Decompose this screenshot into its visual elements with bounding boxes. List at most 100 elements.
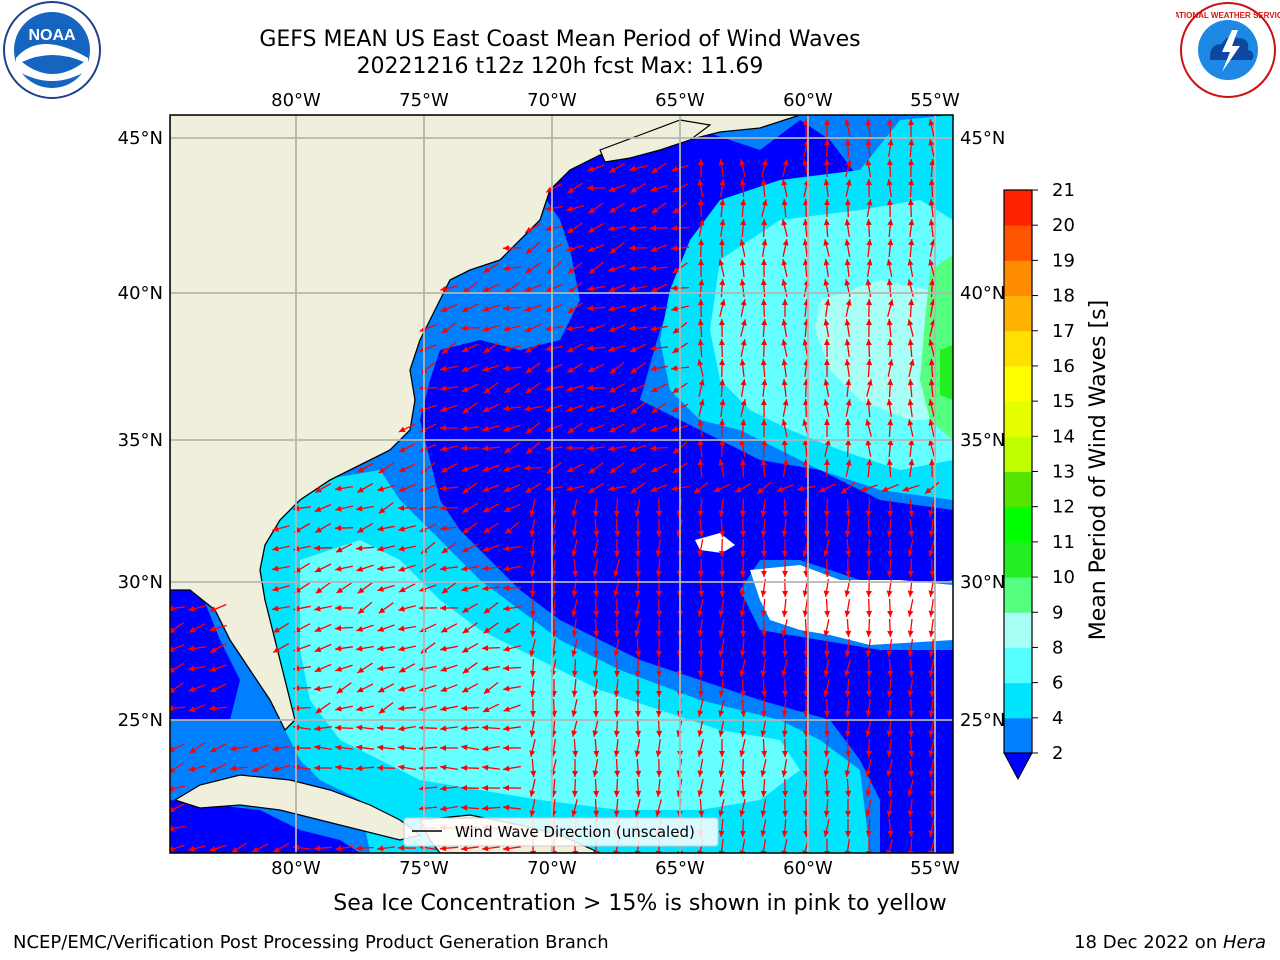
wind-wave-arrowhead — [357, 526, 364, 533]
no-data-patch — [750, 565, 953, 645]
wind-wave-arrowhead — [823, 550, 830, 557]
wind-wave-arrowhead — [650, 186, 658, 192]
wind-wave-arrowhead — [865, 750, 872, 757]
wind-wave-arrowhead — [566, 325, 573, 332]
wind-wave-arrowhead — [587, 305, 594, 312]
wind-wave-arrowhead — [634, 510, 641, 517]
wind-wave-arrowhead — [529, 630, 536, 637]
wind-wave-arrowhead — [928, 610, 935, 617]
wind-wave-arrowhead — [907, 419, 914, 426]
wind-wave-arrowhead — [865, 810, 872, 817]
wind-wave-arrowhead — [440, 365, 447, 372]
wind-wave-arrowhead — [461, 346, 469, 352]
wind-wave-arrowhead — [529, 510, 536, 517]
wind-wave-arrowhead — [718, 610, 725, 617]
wind-wave-arrowhead — [377, 764, 384, 771]
wind-wave-arrowhead — [697, 730, 704, 737]
wind-wave-arrowhead — [461, 744, 468, 751]
wind-wave-arrowhead — [314, 605, 321, 612]
wind-wave-arrowhead — [650, 365, 657, 372]
wind-wave-arrowhead — [671, 245, 678, 252]
wind-wave-arrowhead — [655, 550, 662, 557]
wind-wave-arrowhead — [781, 359, 788, 366]
wind-wave-arrowhead — [908, 459, 915, 466]
wind-wave-arrowhead — [760, 830, 767, 837]
wind-wave-arrowhead — [651, 407, 659, 414]
wind-wave-arrowhead — [377, 545, 384, 552]
wind-wave-arrowhead — [928, 399, 935, 406]
wind-wave-arrowhead — [928, 670, 935, 677]
wind-wave-arrowhead — [781, 279, 788, 286]
wind-wave-arrowhead — [739, 810, 746, 817]
wind-wave-arrowhead — [461, 565, 468, 572]
wind-wave-arrowhead — [482, 326, 490, 332]
wind-wave-arrowhead — [718, 159, 725, 166]
wind-wave-arrowhead — [907, 550, 914, 557]
wind-wave-arrowhead — [634, 590, 641, 597]
wind-wave-arrowhead — [399, 446, 406, 453]
wind-wave-arrowhead — [209, 626, 216, 632]
wind-wave-arrowhead — [865, 790, 872, 797]
wind-wave-arrowhead — [571, 590, 578, 597]
wind-wave-arrowhead — [566, 406, 574, 412]
wind-wave-arrowhead — [441, 626, 448, 633]
wind-wave-arrowhead — [571, 630, 578, 637]
wind-wave-arrowhead — [845, 510, 852, 517]
wind-wave-arrowhead — [504, 387, 511, 393]
wind-wave-arrowhead — [656, 610, 663, 617]
wind-wave-arrowhead — [866, 179, 872, 185]
wind-wave-arrowhead — [823, 510, 830, 517]
wind-wave-arrowhead — [697, 199, 704, 206]
wind-wave-arrowhead — [761, 571, 767, 577]
wind-wave-arrowhead — [609, 386, 616, 393]
wind-wave-arrowhead — [356, 626, 364, 632]
wind-wave-arrowhead — [630, 426, 637, 433]
wind-wave-arrowhead — [887, 139, 894, 146]
wind-wave-arrowhead — [272, 605, 279, 612]
wind-wave-arrowhead — [698, 399, 705, 406]
wind-wave-arrowhead — [503, 245, 510, 252]
wind-wave-arrowhead — [525, 347, 532, 353]
wind-wave-arrowhead — [886, 459, 893, 466]
wind-wave-arrowhead — [503, 706, 511, 712]
wind-wave-arrowhead — [866, 359, 873, 366]
wind-wave-arrowhead — [739, 650, 746, 657]
wind-wave-arrowhead — [630, 367, 638, 374]
wind-wave-arrowhead — [630, 187, 637, 193]
wind-wave-arrowhead — [866, 690, 873, 697]
wind-wave-arrowhead — [718, 510, 725, 517]
wind-wave-arrowhead — [907, 199, 914, 206]
sea-ice-note: Sea Ice Concentration > 15% is shown in … — [333, 891, 947, 916]
lon-label-top-65w: 65°W — [655, 90, 705, 111]
wind-wave-arrowhead — [697, 439, 704, 446]
wind-wave-arrowhead — [651, 466, 658, 473]
nws-logo: NATIONAL WEATHER SERVICE — [1176, 2, 1280, 98]
wind-wave-arrowhead — [781, 730, 788, 737]
wind-wave-arrowhead — [188, 665, 195, 672]
wind-wave-arrowhead — [503, 845, 510, 852]
wind-wave-arrowhead — [314, 845, 321, 852]
wind-wave-arrowhead — [336, 587, 344, 593]
lon-label-bottom-55w: 55°W — [910, 858, 960, 879]
wind-wave-arrowhead — [378, 507, 386, 514]
wind-wave-arrowhead — [757, 487, 764, 494]
wind-wave-arrowhead — [571, 610, 578, 617]
wind-wave-arrowhead — [697, 610, 704, 617]
wind-wave-arrowhead — [503, 345, 510, 352]
wind-wave-arrowhead — [529, 590, 536, 597]
wind-wave-arrowhead — [592, 770, 599, 777]
wind-wave-arrow — [930, 839, 935, 853]
wind-wave-arrowhead — [378, 467, 386, 474]
wind-wave-arrowhead — [760, 790, 767, 797]
wind-wave-arrowhead — [719, 399, 726, 406]
wind-wave-arrowhead — [844, 590, 851, 597]
wind-wave-arrowhead — [841, 487, 848, 494]
wind-wave-arrowhead — [761, 219, 768, 226]
wind-wave-arrowhead — [503, 426, 511, 432]
wind-wave-arrowhead — [526, 447, 533, 454]
wind-wave-arrowhead — [761, 319, 768, 326]
wind-wave-arrowhead — [866, 610, 873, 617]
wind-wave-arrowhead — [440, 385, 447, 392]
lat-label-right-40n: 40°N — [960, 283, 1005, 304]
wind-wave-arrowhead — [656, 770, 663, 777]
